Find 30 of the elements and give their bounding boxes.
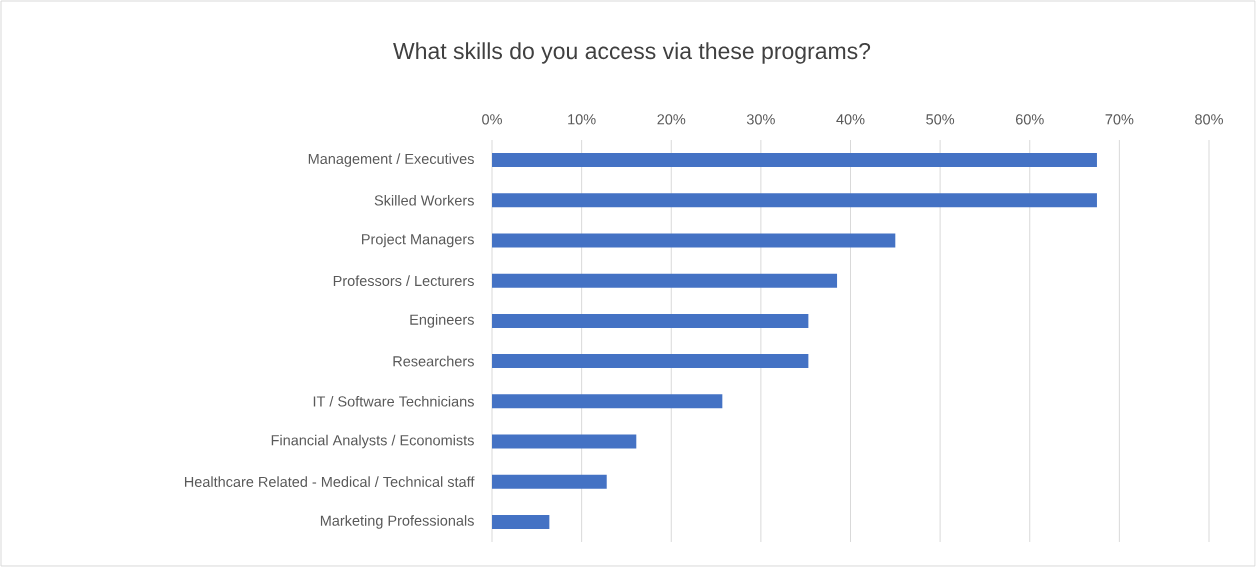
x-tick-label: 30% — [746, 114, 775, 125]
y-tick-label: Project Managers — [362, 233, 474, 248]
y-tick-label: Management / Executives — [308, 153, 474, 167]
x-tick-label: 60% — [1015, 114, 1044, 125]
x-tick-label: 40% — [836, 114, 865, 125]
y-tick-label: Healthcare Related - Medical / Technical staff — [184, 476, 475, 488]
x-tick-label: 10% — [568, 114, 596, 125]
bar — [492, 313, 809, 328]
bar — [492, 193, 1097, 208]
bar — [492, 273, 838, 288]
bar — [492, 233, 896, 248]
x-tick-label: 50% — [926, 114, 955, 125]
y-tick-label: Professors / Lecturers — [333, 275, 474, 287]
bar — [492, 514, 550, 529]
bar — [492, 474, 607, 489]
x-tick-label: 0% — [482, 114, 502, 125]
x-tick-label: 70% — [1105, 114, 1134, 125]
y-tick-label: Marketing Professionals — [320, 515, 474, 529]
bar — [492, 394, 723, 409]
y-tick-label: Researchers — [393, 355, 474, 367]
bar — [492, 153, 1097, 168]
x-tick-label: 20% — [657, 114, 686, 125]
bar — [492, 434, 637, 449]
y-tick-label: Financial Analysts / Economists — [271, 434, 474, 449]
y-tick-label: IT / Software Technicians — [313, 395, 474, 407]
chart-title: What skills do you access via these programs? — [393, 42, 871, 64]
y-tick-label: Engineers — [410, 314, 474, 328]
y-tick-label: Skilled Workers — [374, 194, 474, 206]
bar — [492, 354, 809, 369]
x-tick-label: 80% — [1195, 114, 1223, 125]
